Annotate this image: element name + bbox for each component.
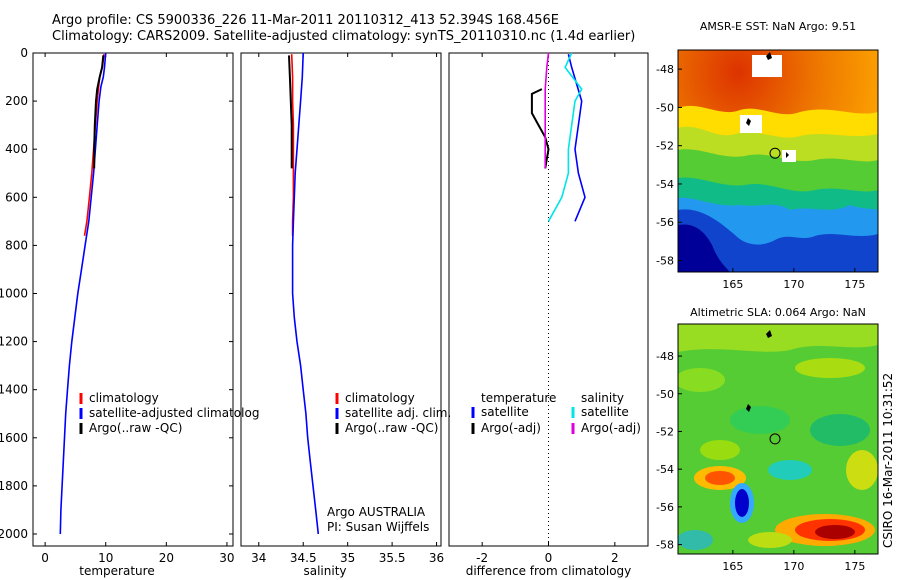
y-tick-label: -50	[656, 101, 674, 114]
sst-map-axis: 165 170 175 -48 -50 -52 -54 -56 -58	[656, 63, 865, 291]
plot-frame	[32, 52, 234, 547]
x-axis-label: temperature	[79, 564, 154, 578]
sla-map: Altimetric SLA: 0.064 Argo: NaN 165 170 17…	[656, 306, 879, 573]
y-tick-label: 400	[5, 142, 28, 156]
y-tick-label: -56	[656, 501, 674, 514]
argo-raw-qc--line	[93, 55, 105, 169]
y-tick-label: 2000	[0, 527, 28, 541]
legend-entry: satellite-adjusted climatolog	[89, 406, 259, 420]
y-tick-label: 600	[5, 190, 28, 204]
plot-frame	[448, 52, 649, 547]
y-tick-label: 1400	[0, 383, 28, 397]
sla-map-title: Altimetric SLA: 0.064 Argo: NaN	[690, 306, 866, 319]
annotation-text: PI: Susan Wijffels	[327, 520, 429, 534]
x-tick-label: 175	[844, 278, 865, 291]
legend-header: salinity	[581, 391, 624, 405]
sst-map-title: AMSR-E SST: NaN Argo: 9.51	[700, 20, 856, 33]
x-tick-label: 170	[783, 278, 804, 291]
legend-entry: satellite	[481, 405, 529, 419]
legend-entry: satellite adj. clim.	[345, 406, 451, 420]
y-tick-label: 1800	[0, 479, 28, 493]
x-tick-label: 170	[783, 560, 804, 573]
temperature-profile-panel: 0 10 20 30 0 200 400 600 800 1000 1200 1400 1600 1800…	[0, 46, 259, 578]
temperature-satellite-line	[567, 54, 586, 222]
sst-map: AMSR-E SST: NaN Argo: 9.51 165 170 175 -48 -…	[656, 20, 879, 291]
y-tick-label: -50	[656, 388, 674, 401]
credit-stamp: CSIRO 16-Mar-2011 10:31:52	[881, 372, 895, 548]
x-tick-label: 34.5	[290, 551, 317, 565]
x-tick-label: 165	[722, 278, 743, 291]
legend-entry: Argo(-adj)	[581, 421, 641, 435]
x-tick-label: 36	[429, 551, 444, 565]
legend-entry: Argo(..raw -QC)	[345, 421, 438, 435]
x-tick-label: 35	[340, 551, 355, 565]
annotation-text: Argo AUSTRALIA	[327, 505, 426, 519]
x-tick-label: 0	[41, 551, 49, 565]
y-tick-label: 0	[20, 46, 28, 60]
climatology-line	[290, 54, 295, 236]
y-tick-label: 800	[5, 238, 28, 252]
argo-position-circle	[769, 433, 781, 445]
x-tick-label: 20	[159, 551, 174, 565]
x-tick-label: 2	[611, 551, 619, 565]
argo-raw-qc--line	[288, 55, 293, 169]
salinity-satellite-line	[547, 52, 583, 222]
x-tick-label: 0	[545, 551, 553, 565]
plot-frame	[240, 52, 442, 547]
x-tick-label: -2	[476, 551, 488, 565]
y-tick-label: -52	[656, 140, 674, 153]
salinity-profile-panel: 34 34.5 35 35.5 36 salinity climatologysatelli…	[240, 52, 451, 578]
legend-header: temperature	[481, 391, 556, 405]
legend-entry: climatology	[89, 391, 159, 405]
sla-map-axis: 165 170 175 -48 -50 -52 -54 -56 -58	[656, 350, 865, 573]
y-tick-label: -52	[656, 425, 674, 438]
y-tick-label: 200	[5, 94, 28, 108]
title-line-2: Climatology: CARS2009. Satellite-adjuste…	[52, 29, 636, 44]
satellite-adjusted-climatolog-line	[59, 52, 107, 535]
satellite-adj-clim--line	[291, 52, 320, 535]
legend-entry: Argo(-adj)	[481, 421, 541, 435]
argo-location-marker	[769, 433, 781, 445]
x-tick-label: 30	[219, 551, 234, 565]
y-tick-label: -48	[656, 350, 674, 363]
salinity-argo-adj--line	[544, 52, 550, 169]
y-tick-label: -48	[656, 63, 674, 76]
title-line-1: Argo profile: CS 5900336_226 11-Mar-2011…	[52, 13, 560, 28]
legend-entry: climatology	[345, 391, 415, 405]
x-axis-label: difference from climatology	[466, 564, 632, 578]
x-tick-label: 175	[844, 560, 865, 573]
y-tick-label: -58	[656, 539, 674, 552]
y-tick-label: -54	[656, 178, 674, 191]
temperature-argo-adj--line	[530, 88, 550, 169]
y-tick-label: -54	[656, 463, 674, 476]
x-tick-label: 35.5	[379, 551, 406, 565]
x-tick-label: 165	[722, 560, 743, 573]
legend-entry: satellite	[581, 405, 629, 419]
y-tick-label: -58	[656, 255, 674, 268]
x-tick-label: 10	[98, 551, 113, 565]
argo-location-marker	[769, 147, 781, 159]
y-tick-label: 1000	[0, 286, 28, 300]
y-tick-label: 1600	[0, 431, 28, 445]
x-axis-label: salinity	[303, 564, 346, 578]
legend-entry: Argo(..raw -QC)	[89, 421, 182, 435]
y-tick-label: -56	[656, 216, 674, 229]
y-tick-label: 1200	[0, 335, 28, 349]
x-tick-label: 34	[251, 551, 266, 565]
argo-position-circle	[769, 147, 781, 159]
